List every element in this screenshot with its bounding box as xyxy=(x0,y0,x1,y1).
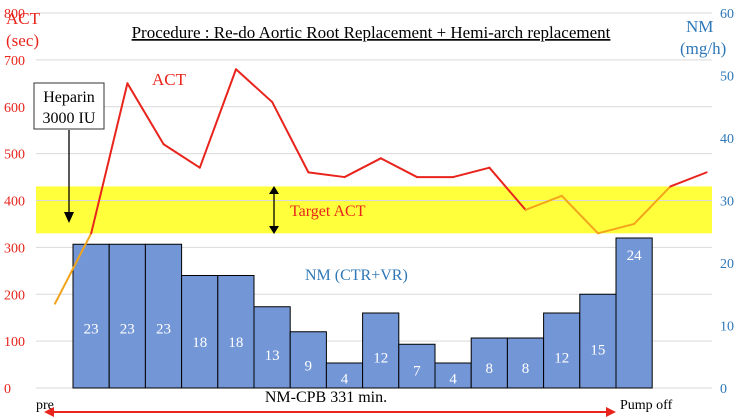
nm-bar xyxy=(362,312,400,389)
nm-bar xyxy=(398,343,436,389)
pre-label: pre xyxy=(36,398,54,413)
left-axis-ticks: 0 100 200 300 400 500 600 700 800 xyxy=(4,7,25,397)
nm-bar-label: 8 xyxy=(486,361,494,377)
nm-bar-label: 15 xyxy=(590,343,605,359)
act-segment xyxy=(597,222,636,235)
act-segment xyxy=(452,166,491,179)
act-segment xyxy=(307,171,346,179)
act-segment xyxy=(343,157,382,179)
act-segment xyxy=(633,185,672,225)
nm-bar xyxy=(108,243,146,389)
nm-bar-label: 18 xyxy=(192,335,207,351)
act-segment xyxy=(560,194,599,235)
target-arrowhead-down xyxy=(269,226,279,234)
nm-bar-label: 4 xyxy=(449,372,457,388)
heparin-dose: 3000 IU xyxy=(43,110,96,127)
nm-bar xyxy=(579,293,617,389)
right-tick-label: 40 xyxy=(720,132,734,147)
left-tick-label: 700 xyxy=(4,54,25,69)
nm-bar-label: 23 xyxy=(120,322,135,338)
target-arrowhead-up xyxy=(269,186,279,194)
nm-bar-label: 8 xyxy=(522,361,530,377)
nm-bar-label: 9 xyxy=(305,358,313,374)
nm-bar xyxy=(217,275,255,389)
left-axis-label: ACT xyxy=(6,9,41,28)
nm-bars xyxy=(72,237,653,389)
act-line xyxy=(54,68,708,305)
left-tick-label: 400 xyxy=(4,195,25,210)
act-segment xyxy=(488,166,527,211)
nm-bar-label: 7 xyxy=(413,364,421,380)
nm-bar-label: 4 xyxy=(341,372,349,388)
nm-bar xyxy=(72,243,110,389)
act-segment xyxy=(669,171,708,188)
act-segment xyxy=(235,68,274,104)
nm-bar-labels: 23 23 23 18 18 13 9 4 12 7 4 8 8 12 15 24 xyxy=(84,248,643,388)
right-tick-label: 50 xyxy=(720,70,734,85)
nm-bar-label: 12 xyxy=(554,351,569,367)
right-axis-ticks: 0 10 20 30 40 50 60 xyxy=(720,7,734,397)
heparin-arrowhead xyxy=(64,212,74,223)
chart-title: Procedure : Re-do Aortic Root Replacemen… xyxy=(132,23,611,42)
cpb-arrowhead-left xyxy=(44,407,54,417)
nm-bar-label: 12 xyxy=(373,351,388,367)
right-tick-label: 60 xyxy=(720,7,734,22)
nm-bar xyxy=(144,243,183,389)
act-segment xyxy=(198,68,237,169)
target-act-band xyxy=(36,186,712,234)
right-tick-label: 30 xyxy=(720,195,734,210)
act-segment xyxy=(54,232,93,305)
act-segment xyxy=(90,82,129,235)
act-segment xyxy=(126,82,165,146)
act-segment xyxy=(379,157,418,179)
left-tick-label: 100 xyxy=(4,335,25,350)
nm-bar-label: 13 xyxy=(265,348,280,364)
nm-bar xyxy=(615,237,653,389)
cpb-duration-label: NM-CPB 331 min. xyxy=(265,389,387,406)
pump-off-label: Pump off xyxy=(620,398,673,413)
act-segment xyxy=(524,194,563,211)
nm-bar-label: 23 xyxy=(156,322,171,338)
nm-bar xyxy=(434,362,472,389)
right-tick-label: 0 xyxy=(720,382,727,397)
left-axis-unit: (sec) xyxy=(6,31,39,50)
act-segment xyxy=(271,101,310,174)
nm-bar xyxy=(289,331,327,389)
act-segment xyxy=(162,143,201,169)
right-axis-unit: (mg/h) xyxy=(680,39,726,58)
act-series-label: ACT xyxy=(152,70,187,89)
target-act-label: Target ACT xyxy=(290,203,366,220)
nm-bar-label: 18 xyxy=(228,335,243,351)
right-axis-label: NM xyxy=(686,17,713,36)
left-tick-label: 300 xyxy=(4,241,25,256)
nm-bar-label: 23 xyxy=(84,322,99,338)
nm-bar xyxy=(181,275,219,389)
cpb-arrowhead-right xyxy=(606,407,616,417)
heparin-label: Heparin xyxy=(43,89,95,106)
left-tick-label: 200 xyxy=(4,288,25,303)
left-tick-label: 800 xyxy=(4,7,25,22)
heparin-box xyxy=(33,82,105,130)
nm-bar xyxy=(506,337,545,389)
left-tick-label: 0 xyxy=(4,382,11,397)
nm-bar-label: 24 xyxy=(627,248,643,264)
right-tick-label: 10 xyxy=(720,320,734,335)
left-tick-label: 600 xyxy=(4,101,25,116)
left-tick-label: 500 xyxy=(4,148,25,163)
nm-bar xyxy=(253,306,291,389)
nm-series-label: NM (CTR+VR) xyxy=(305,267,408,284)
right-tick-label: 20 xyxy=(720,257,734,272)
